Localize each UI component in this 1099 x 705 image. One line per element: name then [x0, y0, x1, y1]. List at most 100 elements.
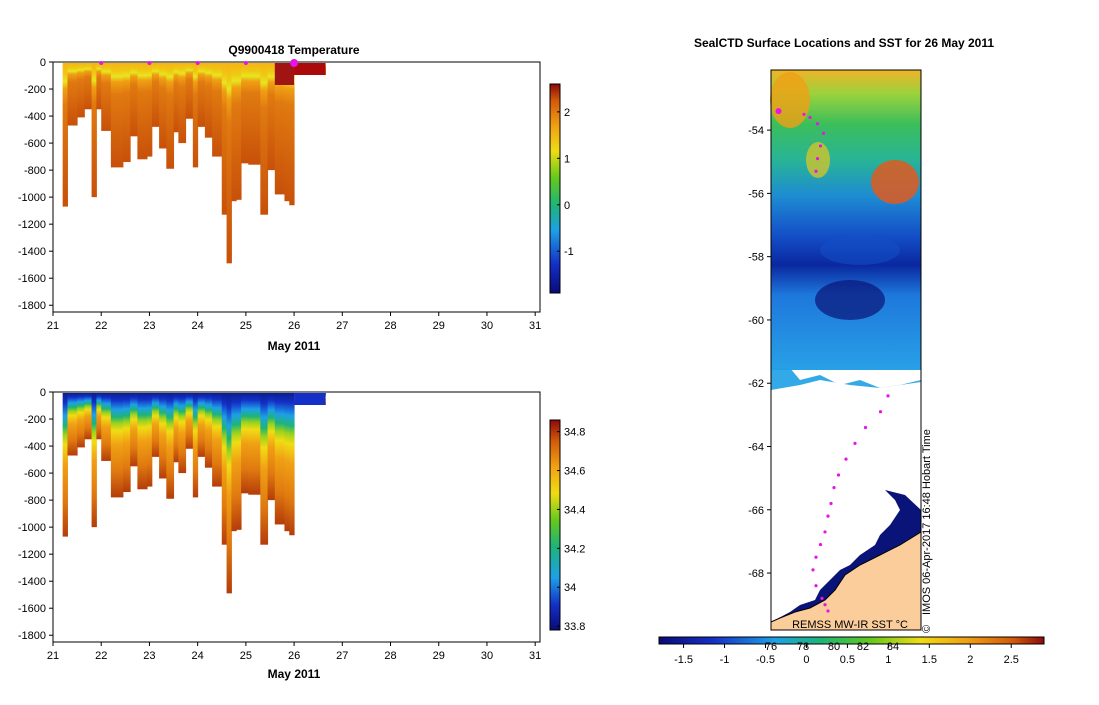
- profile-marker: [195, 61, 200, 65]
- salinity-panel: 0 -200 -400 -600 -800 -1000 -1200 -1400 -1600 -18…: [18, 387, 586, 681]
- track-point: [811, 568, 815, 572]
- temperature-colorbar: [549, 83, 561, 294]
- latitude-tick-label: -58: [748, 252, 764, 264]
- temperature-profile: [67, 63, 78, 126]
- temperature-profile: [110, 63, 124, 168]
- track-point: [820, 596, 824, 600]
- temperature-x-tick-label: 28: [384, 320, 396, 332]
- salinity-profile: [248, 393, 261, 495]
- salinity-profile: [173, 393, 179, 463]
- temperature-x-tick-label: 24: [192, 320, 204, 332]
- track-point: [775, 108, 782, 115]
- temperature-profile: [274, 63, 285, 195]
- track-point: [808, 115, 812, 120]
- track-point: [818, 542, 823, 547]
- track-point: [802, 112, 806, 116]
- salinity-profile: [226, 393, 232, 594]
- salinity-profile: [67, 393, 78, 456]
- profile-markers: [99, 59, 299, 67]
- track-point: [863, 425, 868, 430]
- salinity-x-tick-label: 21: [47, 650, 59, 662]
- salinity-y-tick-label: -1400: [18, 576, 46, 588]
- antarctic-land: [771, 532, 921, 630]
- temperature-profile: [62, 63, 68, 207]
- salinity-surface-cell: [294, 393, 326, 405]
- salinity-x-tick-label: 29: [433, 650, 445, 662]
- temperature-profile: [185, 63, 194, 119]
- salinity-profile: [96, 393, 102, 440]
- latitude-tick-label: -68: [748, 568, 764, 580]
- salinity-y-tick-label: -400: [24, 441, 46, 453]
- sst-colorbar-tick-label: 2: [967, 654, 973, 666]
- salinity-y-tick-label: 0: [40, 387, 46, 399]
- latitude-ticks: -54 -56 -58 -60 -62 -64 -66 -68: [748, 125, 771, 580]
- temperature-panel: Q9900418 Temperature 0 -200 -400 -600 -800 -1…: [18, 43, 574, 353]
- salinity-y-ticks: 0 -200 -400 -600 -800 -1000 -1200 -1400 -1600 -18…: [18, 387, 53, 642]
- sst-field: [770, 70, 921, 395]
- track-point: [826, 514, 830, 518]
- temperature-profile: [236, 63, 242, 200]
- temperature-y-tick-label: -200: [24, 84, 46, 96]
- salinity-profile: [192, 393, 199, 498]
- track-point: [853, 441, 857, 445]
- temperature-profile: [101, 63, 112, 131]
- salinity-x-tick-label: 31: [529, 650, 541, 662]
- track-point: [823, 603, 827, 607]
- temperature-y-tick-label: -1200: [18, 219, 46, 231]
- salinity-profile: [197, 393, 206, 457]
- temperature-y-tick-label: -1400: [18, 246, 46, 258]
- temperature-colorbar-tick-label: 2: [564, 107, 570, 119]
- imos-timestamp: IMOS 06-Apr-2017 16:48 Hobart Time: [921, 429, 933, 615]
- salinity-x-label: May 2011: [268, 667, 321, 681]
- salinity-profile: [241, 393, 249, 494]
- salinity-profile: [101, 393, 112, 461]
- latitude-tick-label: -62: [748, 378, 764, 390]
- salinity-colorbar-tick-label: 34.6: [564, 466, 585, 478]
- salinity-profile: [151, 393, 160, 457]
- temperature-profiles: [62, 63, 326, 264]
- temperature-x-ticks: 21 22 23 24 25 26 27 28 29 30 31: [47, 312, 541, 332]
- salinity-colorbar-tick-label: 33.8: [564, 621, 585, 633]
- salinity-colorbar-ticks: 34.8 34.6 34.4 34.2 34 33.8: [557, 427, 585, 633]
- track-point: [829, 501, 833, 506]
- sst-source-label: REMSS MW-IR SST °C: [792, 619, 908, 631]
- salinity-profile: [77, 393, 85, 448]
- profile-marker: [147, 61, 152, 65]
- salinity-y-tick-label: -800: [24, 495, 46, 507]
- copyright-mark: ©: [921, 625, 933, 633]
- temperature-x-tick-label: 22: [95, 320, 107, 332]
- salinity-profile: [204, 393, 213, 468]
- temperature-profile: [192, 63, 199, 168]
- salinity-profile: [289, 393, 295, 536]
- temperature-y-ticks: 0 -200 -400 -600 -800 -1000 -1200 -1400 -1600 -18…: [18, 57, 53, 312]
- temperature-x-tick-label: 25: [240, 320, 252, 332]
- temperature-profile: [96, 63, 102, 110]
- temperature-profile: [91, 63, 97, 198]
- temperature-profile: [260, 63, 269, 215]
- salinity-y-tick-label: -1600: [18, 603, 46, 615]
- salinity-colorbar-tick-label: 34.4: [564, 504, 585, 516]
- salinity-x-tick-label: 27: [336, 650, 348, 662]
- salinity-profile: [110, 393, 124, 498]
- temperature-x-tick-label: 23: [143, 320, 155, 332]
- temperature-colorbar-tick-label: -1: [564, 246, 574, 258]
- track-point: [826, 609, 830, 613]
- sst-overlay-ticks: 76 78 80 82 84: [765, 641, 899, 653]
- sst-map-panel: SealCTD Surface Locations and SST for 26…: [658, 36, 1045, 666]
- temperature-profile: [84, 63, 93, 110]
- temperature-y-tick-label: -800: [24, 165, 46, 177]
- track-point: [814, 169, 818, 173]
- salinity-profile: [62, 393, 68, 537]
- sst-overlay-tick-label: 76: [765, 641, 777, 653]
- temperature-profile: [241, 63, 249, 164]
- track-point: [832, 486, 836, 490]
- temperature-profile: [197, 63, 206, 127]
- profile-marker: [243, 61, 248, 65]
- track-point: [886, 394, 890, 398]
- salinity-x-tick-label: 30: [481, 650, 493, 662]
- sst-colorbar-tick-label: 1: [885, 654, 891, 666]
- temperature-profile: [137, 63, 148, 160]
- track-point: [844, 457, 848, 461]
